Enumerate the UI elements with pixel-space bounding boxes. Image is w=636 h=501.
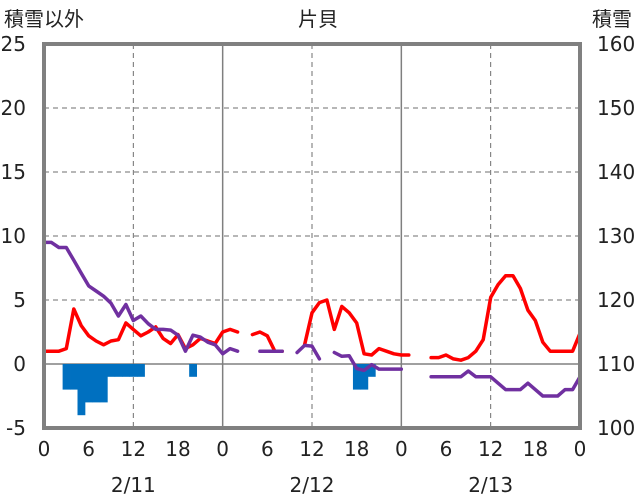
red-series-line	[250, 330, 284, 353]
day-label: 2/12	[290, 473, 335, 497]
plot-border	[42, 42, 582, 430]
right-tick-label: 150	[597, 96, 635, 120]
precip-bar	[62, 364, 71, 390]
precip-bar	[92, 364, 101, 403]
precip-bar	[189, 364, 198, 377]
purple-series-line	[332, 350, 404, 373]
left-tick-label: 25	[1, 32, 26, 56]
precip-bar	[114, 364, 123, 377]
precip-bar	[367, 364, 376, 377]
right-axis-label: 積雪	[592, 7, 632, 31]
plot-frame	[42, 42, 582, 430]
right-tick-label: 160	[597, 32, 635, 56]
day-label: 2/13	[468, 473, 513, 497]
left-tick-label: 0	[13, 352, 26, 376]
x-tick-label: 0	[216, 437, 229, 461]
x-tick-label: 18	[165, 437, 190, 461]
purple-series-line	[42, 240, 240, 356]
x-tick-label: 12	[299, 437, 324, 461]
series-lines	[42, 240, 582, 398]
x-tick-label: 6	[261, 437, 274, 461]
x-tick-label: 6	[82, 437, 95, 461]
right-tick-label: 140	[597, 160, 635, 184]
precip-bar	[122, 364, 131, 377]
purple-series-line	[295, 343, 322, 361]
precipitation-bars	[62, 364, 376, 416]
precip-bar	[70, 364, 78, 390]
x-tick-label: 0	[574, 437, 587, 461]
x-tick-label: 0	[395, 437, 408, 461]
red-series-line	[429, 273, 582, 362]
right-tick-label: 120	[597, 288, 635, 312]
precip-bar	[84, 364, 93, 403]
left-tick-label: 20	[1, 96, 26, 120]
precip-bar	[99, 364, 108, 403]
red-series-line	[302, 298, 411, 357]
right-tick-label: 130	[597, 224, 635, 248]
precip-bar	[352, 364, 361, 390]
precip-bar	[77, 364, 86, 416]
x-tick-label: 18	[344, 437, 369, 461]
chart-title: 片貝	[298, 7, 338, 31]
left-tick-label: 10	[1, 224, 26, 248]
precip-bar	[107, 364, 116, 377]
right-tick-label: 100	[597, 416, 635, 440]
left-axis-label: 積雪以外	[4, 7, 84, 31]
left-tick-label: 15	[1, 160, 26, 184]
precip-bar	[129, 364, 138, 377]
precip-bar	[360, 364, 369, 390]
day-label: 2/11	[111, 473, 156, 497]
grid	[44, 44, 580, 428]
left-tick-label: -5	[6, 416, 26, 440]
x-tick-label: 0	[38, 437, 51, 461]
purple-series-line	[429, 369, 582, 398]
x-tick-label: 6	[440, 437, 453, 461]
left-tick-label: 5	[13, 288, 26, 312]
x-tick-label: 12	[121, 437, 146, 461]
x-tick-label: 12	[478, 437, 503, 461]
right-tick-label: 110	[597, 352, 635, 376]
precip-bar	[137, 364, 145, 377]
x-tick-label: 18	[523, 437, 548, 461]
